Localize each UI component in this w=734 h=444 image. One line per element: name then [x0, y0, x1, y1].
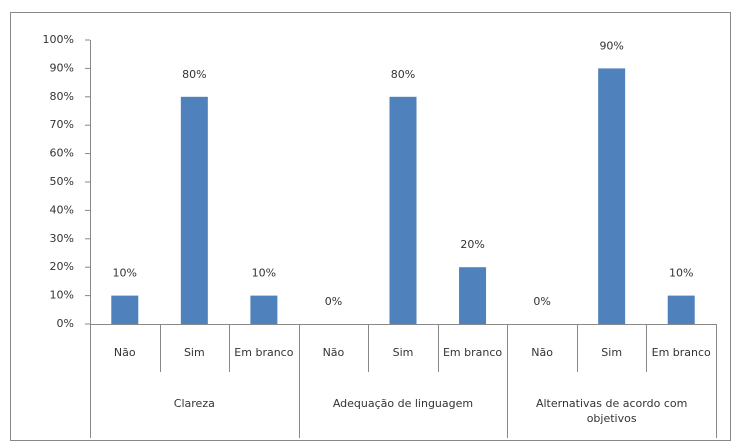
x-tick-label: Não [531, 346, 553, 359]
data-label: 0% [325, 295, 342, 308]
y-tick-label: 90% [50, 61, 74, 74]
y-tick-label: 60% [50, 147, 74, 160]
data-label: 0% [533, 295, 550, 308]
data-label: 10% [113, 267, 137, 280]
x-tick-label: Não [114, 346, 136, 359]
x-tick-label: Sim [184, 346, 205, 359]
data-label: 10% [669, 267, 693, 280]
x-tick-label: Sim [601, 346, 622, 359]
x-tick-label: Em branco [443, 346, 502, 359]
group-label-box: Adequação de linguagem [332, 397, 474, 410]
bar [250, 295, 278, 324]
bar [180, 96, 208, 324]
bar [459, 267, 487, 324]
bar [667, 295, 695, 324]
bar [598, 68, 626, 325]
y-tick-label: 70% [50, 118, 74, 131]
data-label: 90% [599, 39, 623, 52]
y-tick-label: 50% [50, 175, 74, 188]
y-tick-label: 20% [50, 260, 74, 273]
group-label: Alternativas de acordo com objetivos [535, 397, 688, 425]
y-tick-label: 40% [50, 203, 74, 216]
group-label-box: Alternativas de acordo com objetivos [535, 397, 688, 425]
y-tick-label: 30% [50, 232, 74, 245]
group-label-box: Clareza [173, 397, 215, 410]
x-tick-label: Não [323, 346, 345, 359]
data-label: 10% [252, 267, 276, 280]
y-tick-label: 10% [50, 289, 74, 302]
bar [111, 295, 139, 324]
y-tick-label: 0% [57, 317, 74, 330]
y-tick-label: 80% [50, 90, 74, 103]
group-label: Adequação de linguagem [332, 397, 474, 410]
group-label: Clareza [173, 397, 215, 410]
bar [389, 96, 417, 324]
x-tick-label: Em branco [234, 346, 293, 359]
x-tick-label: Sim [393, 346, 414, 359]
data-label: 80% [182, 68, 206, 81]
data-label: 80% [391, 68, 415, 81]
data-label: 20% [460, 238, 484, 251]
x-tick-label: Em branco [652, 346, 711, 359]
y-tick-label: 100% [43, 33, 74, 46]
